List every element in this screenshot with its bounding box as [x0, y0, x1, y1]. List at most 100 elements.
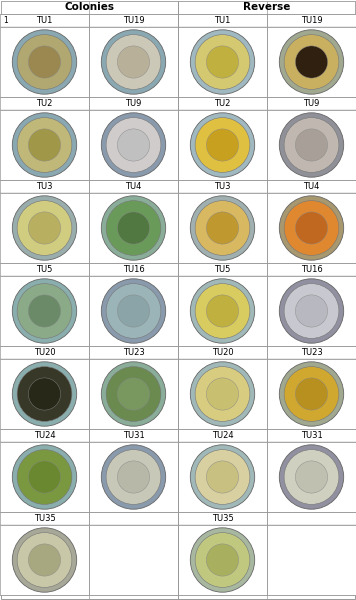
Bar [178, 442, 267, 512]
Circle shape [295, 461, 328, 493]
Circle shape [190, 30, 255, 94]
Circle shape [117, 378, 150, 410]
Bar [0, 276, 89, 346]
Bar [0, 193, 89, 263]
Circle shape [28, 295, 61, 327]
Circle shape [17, 200, 72, 256]
Text: TU20: TU20 [212, 348, 233, 357]
Bar [178, 180, 267, 193]
Bar [0, 346, 89, 359]
Circle shape [117, 129, 150, 161]
Circle shape [279, 362, 344, 426]
Text: TU9: TU9 [125, 99, 142, 108]
Circle shape [12, 196, 77, 260]
Text: TU31: TU31 [122, 431, 145, 440]
Circle shape [106, 35, 161, 89]
Bar [89, 276, 178, 346]
Circle shape [117, 212, 150, 244]
Bar [178, 1, 355, 14]
Circle shape [284, 449, 339, 505]
Text: Reverse: Reverse [243, 2, 290, 13]
Circle shape [190, 279, 255, 343]
Circle shape [195, 284, 250, 338]
Bar [0, 110, 89, 180]
Circle shape [12, 30, 77, 94]
Circle shape [295, 295, 328, 327]
Bar [178, 276, 267, 346]
Bar [0, 180, 89, 193]
Bar [267, 346, 356, 359]
Circle shape [17, 533, 72, 587]
Bar [267, 193, 356, 263]
Text: TU31: TU31 [300, 431, 323, 440]
Circle shape [190, 362, 255, 426]
Bar [0, 14, 89, 27]
Circle shape [284, 284, 339, 338]
Text: TU23: TU23 [122, 348, 145, 357]
Circle shape [12, 528, 77, 592]
Text: TU24: TU24 [212, 431, 233, 440]
Bar [178, 110, 267, 180]
Bar [0, 525, 89, 595]
Bar [178, 512, 267, 525]
Text: TU3: TU3 [214, 182, 231, 191]
Circle shape [206, 212, 239, 244]
Circle shape [206, 544, 239, 576]
Bar [178, 429, 267, 442]
Circle shape [28, 378, 61, 410]
Circle shape [295, 129, 328, 161]
Bar [89, 346, 178, 359]
Circle shape [28, 212, 61, 244]
Circle shape [101, 30, 166, 94]
Text: TU20: TU20 [34, 348, 55, 357]
Circle shape [284, 367, 339, 421]
Bar [89, 27, 178, 97]
Text: TU5: TU5 [214, 265, 231, 274]
Circle shape [117, 295, 150, 327]
Bar [267, 27, 356, 97]
Circle shape [106, 200, 161, 256]
Text: TU16: TU16 [122, 265, 145, 274]
Text: TU5: TU5 [36, 265, 53, 274]
Text: TU9: TU9 [303, 99, 320, 108]
Text: TU2: TU2 [214, 99, 231, 108]
Bar [89, 442, 178, 512]
Text: TU16: TU16 [300, 265, 323, 274]
Circle shape [12, 445, 77, 509]
Circle shape [279, 30, 344, 94]
Circle shape [28, 544, 61, 576]
Circle shape [12, 279, 77, 343]
Circle shape [295, 378, 328, 410]
Bar [89, 525, 178, 595]
Bar [267, 14, 356, 27]
Bar [178, 263, 267, 276]
Circle shape [284, 118, 339, 172]
Circle shape [17, 449, 72, 505]
Circle shape [206, 378, 239, 410]
Circle shape [206, 461, 239, 493]
Bar [89, 110, 178, 180]
Bar [267, 276, 356, 346]
Text: Colonies: Colonies [64, 2, 115, 13]
Bar [267, 525, 356, 595]
Bar [267, 429, 356, 442]
Circle shape [284, 200, 339, 256]
Circle shape [28, 461, 61, 493]
Bar [89, 193, 178, 263]
Circle shape [195, 367, 250, 421]
Circle shape [195, 533, 250, 587]
Circle shape [101, 362, 166, 426]
Bar [267, 263, 356, 276]
Text: TU35: TU35 [211, 514, 234, 523]
Bar [0, 512, 89, 525]
Bar [267, 180, 356, 193]
Bar [0, 27, 89, 97]
Circle shape [17, 35, 72, 89]
Circle shape [117, 46, 150, 78]
Bar [267, 512, 356, 525]
Circle shape [190, 528, 255, 592]
Circle shape [101, 445, 166, 509]
Circle shape [101, 196, 166, 260]
Text: TU1: TU1 [36, 16, 53, 25]
Circle shape [206, 295, 239, 327]
